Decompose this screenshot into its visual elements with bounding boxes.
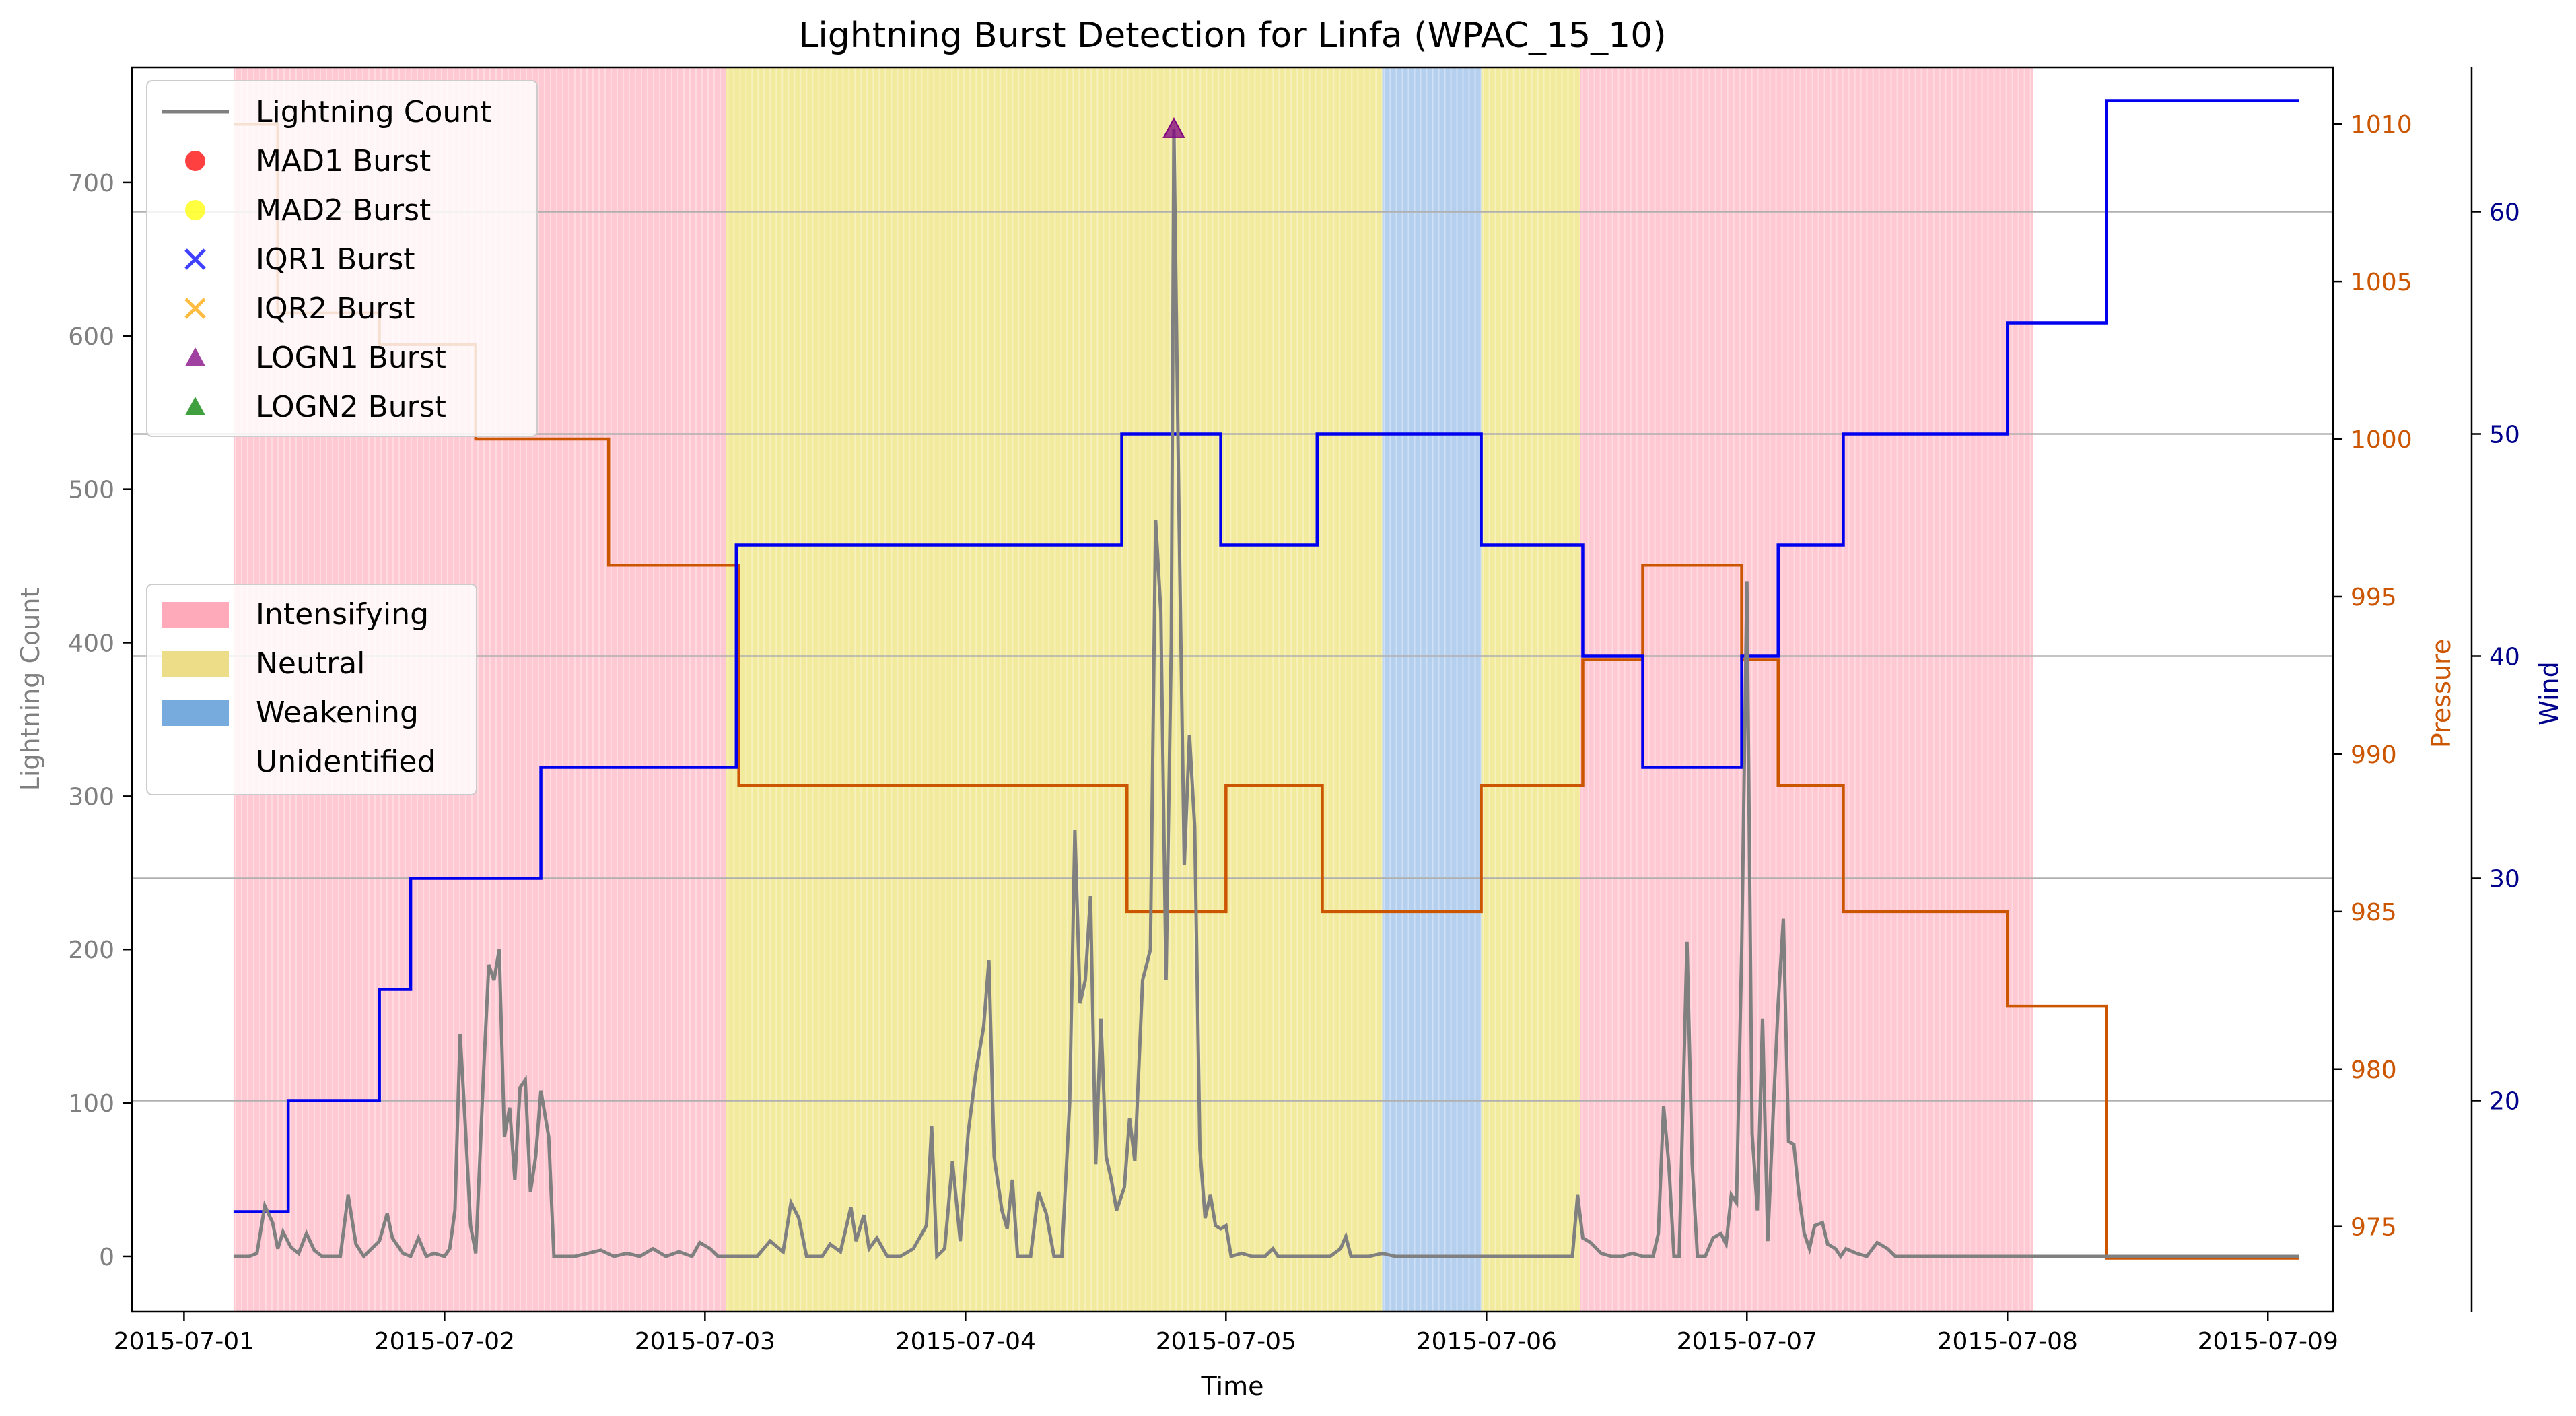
wind-tick-label: 20 xyxy=(2489,1088,2520,1116)
phase-hatch xyxy=(1383,67,1482,1312)
count-tick-label: 700 xyxy=(68,170,114,197)
count-tick-label: 200 xyxy=(68,937,114,964)
phase-region-weakening xyxy=(1382,67,1482,1312)
x-tick-label: 2015-07-03 xyxy=(635,1328,775,1355)
legend-series-label: Lightning Count xyxy=(256,95,491,129)
wind-axis: 20 30 40 50 60 xyxy=(2472,199,2520,1116)
count-tick-label: 100 xyxy=(68,1090,114,1118)
x-tick-label: 2015-07-09 xyxy=(2198,1328,2338,1355)
count-tick-label: 500 xyxy=(68,477,114,504)
wind-tick-label: 40 xyxy=(2489,644,2520,671)
pressure-tick-label: 995 xyxy=(2351,584,2397,611)
wind-tick-label: 30 xyxy=(2489,866,2520,894)
legend-circle-swatch xyxy=(185,151,205,171)
chart-title: Lightning Burst Detection for Linfa (WPA… xyxy=(798,15,1666,56)
legend-phase-swatch xyxy=(162,602,229,628)
legend-x-swatch xyxy=(184,248,206,270)
pressure-tick-label: 980 xyxy=(2351,1056,2397,1084)
burst-marker-logn1 xyxy=(1162,117,1185,138)
pressure-tick-label: 1000 xyxy=(2351,426,2412,454)
pressure-tick-label: 975 xyxy=(2351,1214,2397,1242)
legend-phase-swatch xyxy=(162,651,229,677)
legend-circle-swatch xyxy=(185,200,205,220)
lightning-count-line xyxy=(233,129,2299,1260)
legend-series-label: MAD2 Burst xyxy=(256,193,431,228)
count-tick-label: 400 xyxy=(68,630,114,658)
count-axis: 0 100 200 300 400 500 600 700 xyxy=(68,170,132,1271)
x-axis-label: Time xyxy=(1201,1372,1264,1401)
phase-regions xyxy=(233,67,2033,1312)
x-tick-label: 2015-07-01 xyxy=(114,1328,254,1355)
legend-phase-label: Neutral xyxy=(256,646,365,681)
wind-line xyxy=(233,99,2299,1213)
count-tick-label: 600 xyxy=(68,323,114,351)
wind-tick-label: 60 xyxy=(2489,199,2520,227)
wind-axis-label: Wind xyxy=(2534,661,2564,726)
legend-series-label: LOGN1 Burst xyxy=(256,341,446,375)
phase-hatch xyxy=(1581,67,2031,1312)
count-axis-label: Lightning Count xyxy=(15,588,45,792)
phase-region-neutral xyxy=(726,67,1383,1312)
legend-phase-swatch xyxy=(162,749,229,775)
plot-frame xyxy=(131,66,2334,1313)
x-tick-label: 2015-07-08 xyxy=(1937,1328,2078,1355)
wind-tick-label: 50 xyxy=(2489,422,2520,449)
legend-series-label: MAD1 Burst xyxy=(256,144,431,178)
legend-series-label: IQR2 Burst xyxy=(256,292,415,326)
count-tick-label: 300 xyxy=(68,783,114,811)
legend-phases: Intensifying Neutral Weakening Unidentified xyxy=(146,584,477,795)
legend-phase-label: Intensifying xyxy=(256,597,429,632)
pressure-tick-label: 990 xyxy=(2351,741,2397,769)
phase-hatch xyxy=(1482,67,1581,1312)
legend-phase-label: Unidentified xyxy=(256,745,436,779)
pressure-tick-label: 1005 xyxy=(2351,269,2412,296)
legend-phase-label: Weakening xyxy=(256,696,419,730)
legend-series-label: IQR1 Burst xyxy=(256,242,415,277)
phase-region-neutral xyxy=(1481,67,1580,1312)
legend-series: Lightning Count MAD1 Burst MAD2 Burst IQR1 … xyxy=(146,80,538,437)
burst-markers xyxy=(1162,117,1185,138)
legend-series-box xyxy=(146,80,538,437)
legend-series-label: LOGN2 Burst xyxy=(256,390,446,424)
pressure-axis-label: Pressure xyxy=(2427,639,2456,748)
legend-x-swatch xyxy=(184,298,206,319)
x-tick-label: 2015-07-05 xyxy=(1156,1328,1296,1355)
x-tick-label: 2015-07-02 xyxy=(374,1328,515,1355)
x-tick-label: 2015-07-07 xyxy=(1677,1328,1817,1355)
legend-triangle-swatch xyxy=(185,347,205,366)
x-axis: 2015-07-01 2015-07-02 2015-07-03 2015-07-04… xyxy=(114,1312,2338,1355)
x-tick-label: 2015-07-04 xyxy=(895,1328,1036,1355)
legend-triangle-swatch xyxy=(185,397,205,415)
x-tick-label: 2015-07-06 xyxy=(1416,1328,1557,1355)
legend-phases-box xyxy=(146,584,477,795)
pressure-tick-label: 1010 xyxy=(2351,111,2412,139)
legend-phase-swatch xyxy=(162,700,229,726)
phase-hatch xyxy=(727,67,1383,1312)
pressure-tick-label: 985 xyxy=(2351,899,2397,926)
count-tick-label: 0 xyxy=(99,1244,114,1271)
phase-region-intensifying xyxy=(1580,67,2033,1312)
pressure-axis: 975 980 985 990 995 1000 1005 1010 xyxy=(2333,111,2412,1242)
